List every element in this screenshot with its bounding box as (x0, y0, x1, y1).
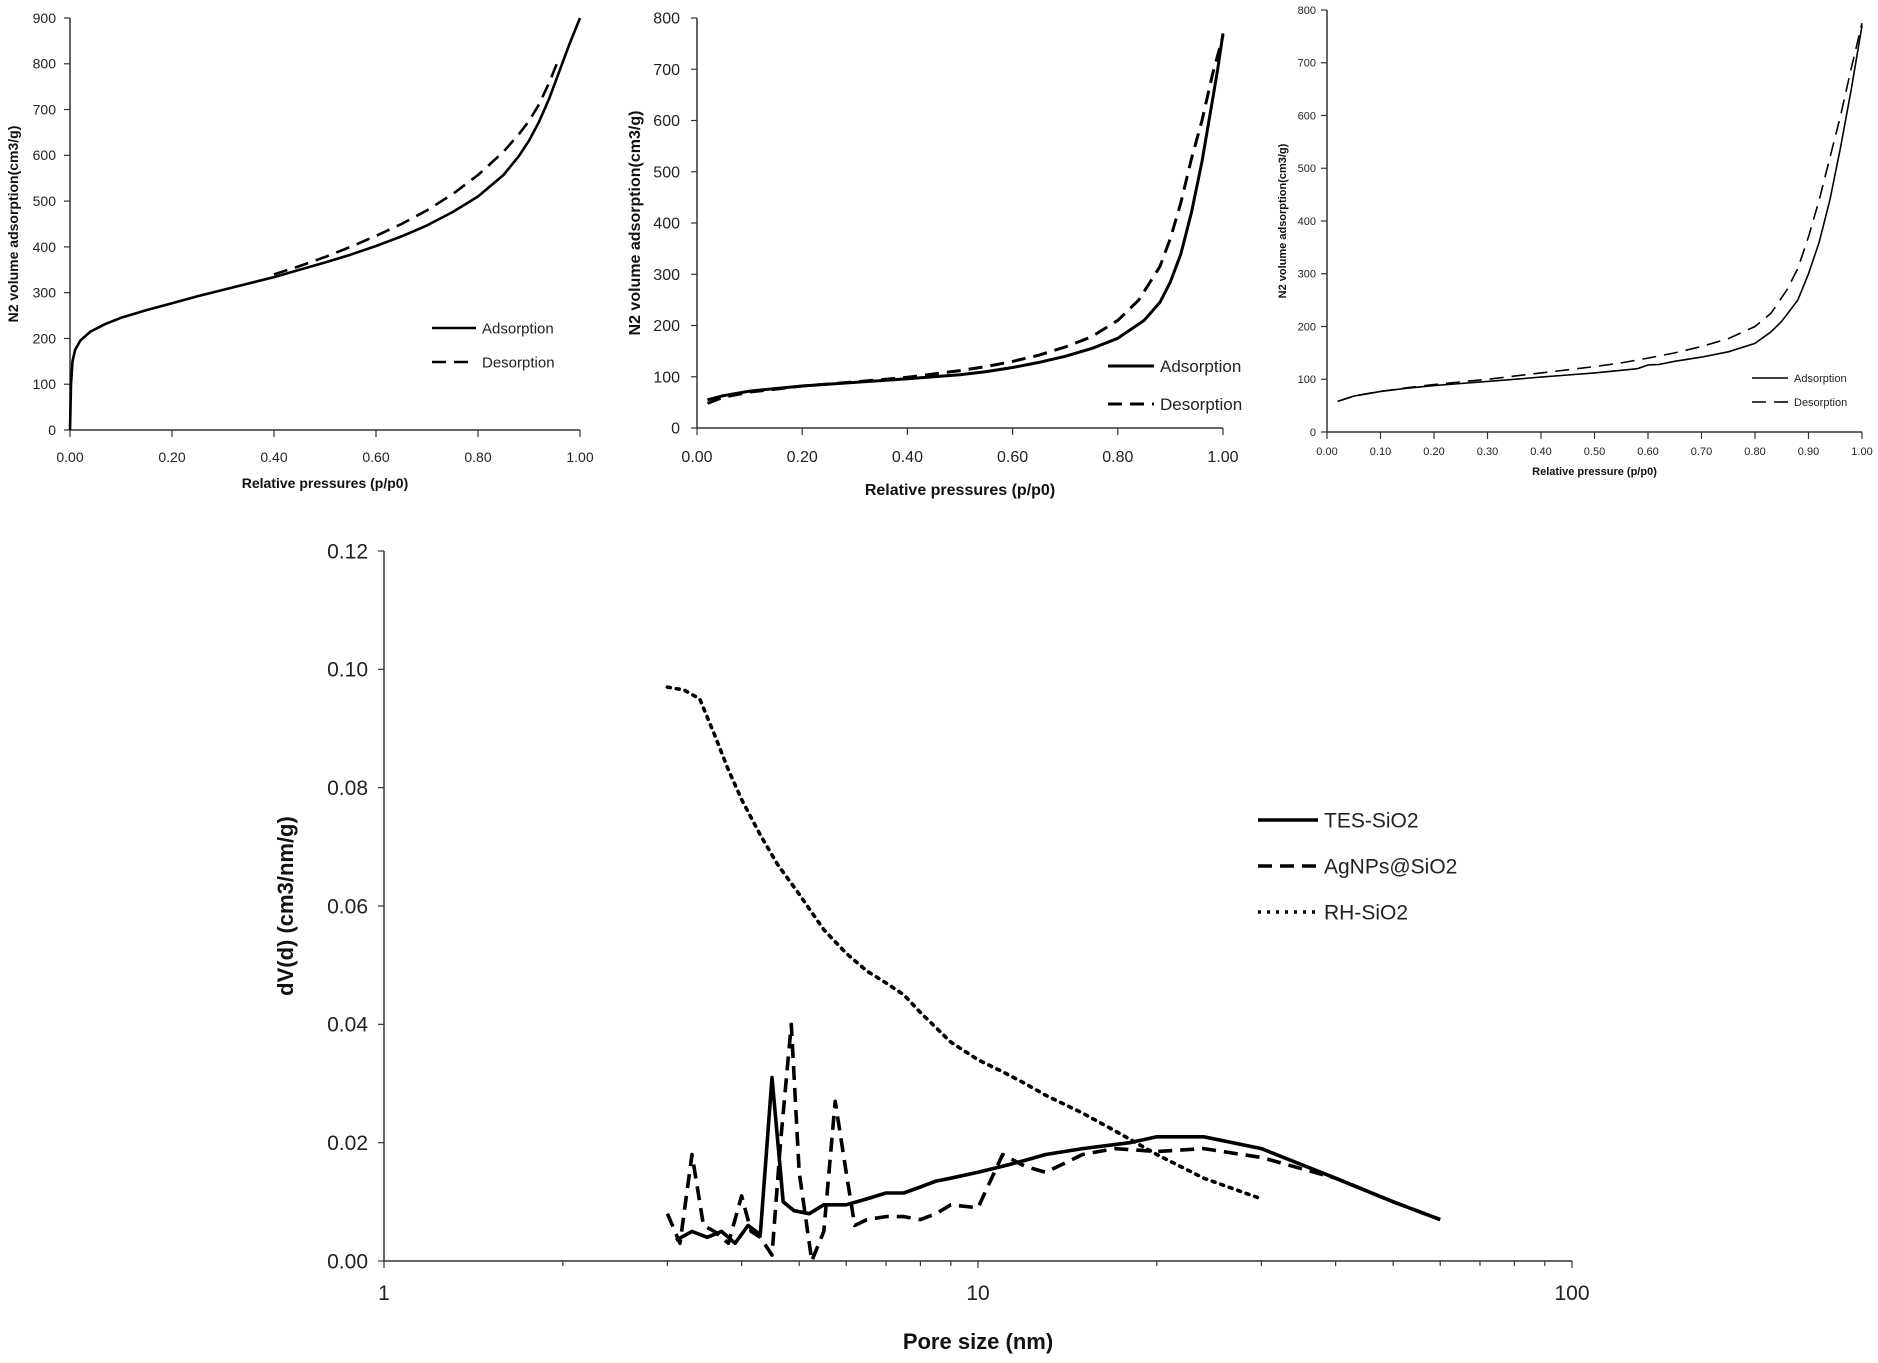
y-tick-label: 500 (1298, 163, 1316, 175)
legend-label: Desorption (482, 354, 555, 371)
series-line-desorption (1337, 23, 1863, 403)
y-tick-label: 400 (653, 216, 680, 233)
y-tick-label: 200 (1298, 321, 1316, 333)
x-tick-label: 0.20 (787, 449, 818, 466)
y-tick-label: 700 (33, 101, 57, 117)
x-tick-label: 0.00 (56, 449, 83, 465)
y-tick-label: 600 (33, 147, 57, 163)
legend-label: Desorption (1160, 395, 1242, 414)
x-tick-label: 0.90 (1798, 446, 1819, 458)
x-tick-label: 0.80 (1102, 449, 1133, 466)
y-tick-label: 600 (1298, 110, 1316, 122)
x-tick-label: 1.00 (566, 449, 593, 465)
series-line-tes-sio2 (675, 1075, 1441, 1246)
y-tick-label: 200 (653, 318, 680, 335)
y-tick-label: 700 (653, 62, 680, 79)
y-tick-label: 0.10 (327, 659, 368, 682)
series-line-agnps-sio2 (665, 1022, 1441, 1263)
series-line-adsorption (68, 17, 582, 431)
x-tick-label: 0.10 (1370, 446, 1391, 458)
x-tick-label: 0.50 (1584, 446, 1605, 458)
y-tick-label: 700 (1298, 58, 1316, 70)
x-tick-label: 0.70 (1691, 446, 1712, 458)
legend-label: Adsorption (482, 320, 554, 337)
x-tick-label: 0.20 (1423, 446, 1444, 458)
x-tick-label: 0.00 (1316, 446, 1337, 458)
y-tick-label: 300 (653, 267, 680, 284)
x-tick-label: 1.00 (1207, 449, 1238, 466)
x-tick-label: 0.80 (464, 449, 491, 465)
y-tick-label: 500 (33, 193, 57, 209)
x-tick-label: 0.60 (997, 449, 1028, 466)
x-tick-label: 0.20 (158, 449, 185, 465)
y-tick-label: 300 (33, 285, 57, 301)
x-tick-label: 0.30 (1477, 446, 1498, 458)
y-tick-label: 800 (1298, 5, 1316, 17)
x-tick-label: 1.00 (1851, 446, 1872, 458)
y-tick-label: 200 (33, 330, 57, 346)
y-tick-label: 100 (1298, 374, 1316, 386)
series-line-rh-sio2 (665, 685, 1264, 1201)
y-tick-label: 0 (671, 421, 680, 438)
y-tick-label: 400 (33, 239, 57, 255)
y-tick-label: 600 (653, 113, 680, 130)
y-tick-label: 0.08 (327, 777, 368, 800)
legend-label: Adsorption (1794, 373, 1847, 385)
legend-label: TES-SiO2 (1324, 809, 1419, 832)
series-line-adsorption (707, 33, 1225, 402)
y-tick-label: 0.00 (327, 1250, 368, 1273)
y-axis-title: N2 volume adsorption(cm3/g) (5, 126, 21, 323)
x-tick-label: 100 (1554, 1282, 1589, 1305)
legend-label: Desorption (1794, 397, 1847, 409)
y-tick-label: 900 (33, 10, 57, 26)
x-tick-label: 10 (966, 1282, 989, 1305)
y-tick-label: 500 (653, 164, 680, 181)
x-tick-label: 0.40 (260, 449, 287, 465)
legend-label: AgNPs@SiO2 (1324, 855, 1457, 878)
y-tick-label: 800 (653, 11, 680, 28)
x-axis-title: Relative pressures (p/p0) (865, 482, 1055, 499)
series-line-desorption (706, 35, 1225, 405)
series-line-desorption (273, 56, 561, 276)
y-tick-label: 0 (48, 422, 56, 438)
y-tick-label: 0.12 (327, 540, 368, 563)
y-tick-label: 800 (33, 56, 57, 72)
x-axis-title: Pore size (nm) (903, 1329, 1053, 1354)
y-tick-label: 100 (33, 376, 57, 392)
y-axis-title: N2 volume adsorption(cm3/g) (1277, 143, 1289, 298)
y-tick-label: 100 (653, 369, 680, 386)
x-tick-label: 0.80 (1744, 446, 1765, 458)
x-tick-label: 0.40 (892, 449, 923, 466)
x-tick-label: 0.40 (1530, 446, 1551, 458)
y-tick-label: 0 (1310, 427, 1316, 439)
y-tick-label: 400 (1298, 216, 1316, 228)
y-tick-label: 0.06 (327, 895, 368, 918)
y-tick-label: 0.02 (327, 1132, 368, 1155)
legend-label: RH-SiO2 (1324, 901, 1408, 924)
x-axis-title: Relative pressures (p/p0) (242, 475, 409, 491)
x-tick-label: 0.60 (1637, 446, 1658, 458)
legend-label: Adsorption (1160, 357, 1241, 376)
x-tick-label: 1 (378, 1282, 390, 1305)
x-tick-label: 0.60 (362, 449, 389, 465)
x-axis-title: Relative pressure (p/p0) (1532, 466, 1657, 478)
y-tick-label: 300 (1298, 269, 1316, 281)
y-tick-label: 0.04 (327, 1014, 368, 1037)
y-axis-title: N2 volume adsorption(cm3/g) (627, 111, 644, 336)
x-tick-label: 0.00 (681, 449, 712, 466)
y-axis-title: dV(d) (cm3/nm/g) (273, 816, 298, 996)
series-line-adsorption (1337, 25, 1863, 403)
